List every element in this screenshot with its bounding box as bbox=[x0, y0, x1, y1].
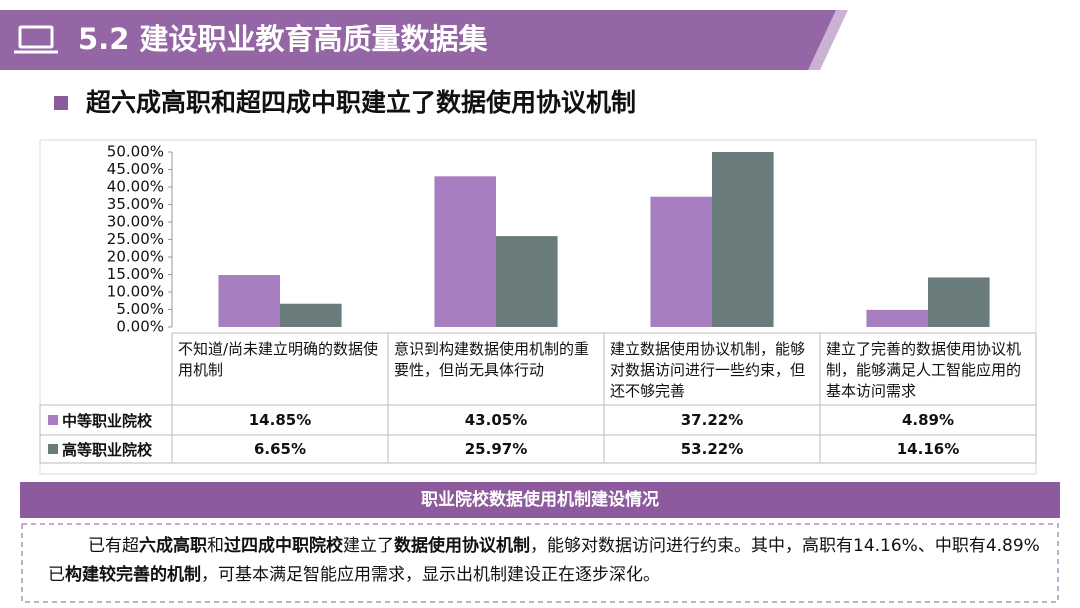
bar bbox=[434, 176, 496, 327]
text: ，可基本满足智能应用需求，显示出机制建设正在逐步深化。 bbox=[201, 565, 660, 585]
y-tick-label: 45.00% bbox=[107, 160, 164, 178]
caption-bar bbox=[20, 482, 1060, 518]
subtitle: 超六成高职和超四成中职建立了数据使用协议机制 bbox=[86, 88, 636, 117]
value-label: 14.16% bbox=[896, 440, 960, 458]
y-tick-label: 20.00% bbox=[107, 248, 164, 266]
y-tick-label: 5.00% bbox=[116, 300, 164, 318]
value-label: 6.65% bbox=[253, 440, 307, 458]
laptop-icon bbox=[14, 25, 58, 54]
bar bbox=[866, 309, 928, 327]
text: 已有超 bbox=[88, 536, 139, 556]
bar bbox=[928, 277, 990, 327]
text: 和 bbox=[207, 536, 224, 556]
y-tick-label: 25.00% bbox=[107, 230, 164, 248]
bar bbox=[280, 303, 342, 327]
text: 数据使用协议机制 bbox=[394, 536, 530, 556]
text: 建立了 bbox=[343, 536, 394, 556]
y-tick-label: 50.00% bbox=[107, 143, 164, 161]
header-title: 5.2 建设职业教育高质量数据集 bbox=[78, 22, 488, 56]
paragraph: 已有超六成高职和过四成中职院校建立了数据使用协议机制，能够对数据访问进行约束。其… bbox=[48, 532, 1048, 590]
bars bbox=[218, 152, 990, 327]
bar bbox=[496, 236, 558, 327]
y-tick-label: 35.00% bbox=[107, 195, 164, 213]
header-band bbox=[0, 10, 840, 70]
text: 六成高职 bbox=[139, 536, 207, 556]
y-tick-label: 15.00% bbox=[107, 265, 164, 283]
legend-swatch bbox=[48, 444, 58, 454]
text: 构建较完善的机制 bbox=[65, 565, 201, 585]
value-label: 43.05% bbox=[464, 411, 528, 429]
category-label: 不知道/尚未建立明确的数据使用机制 bbox=[178, 340, 379, 379]
value-label: 25.97% bbox=[464, 440, 528, 458]
y-tick-label: 10.00% bbox=[107, 283, 164, 301]
y-tick-label: 40.00% bbox=[107, 178, 164, 196]
bar bbox=[712, 152, 774, 327]
bar bbox=[218, 275, 280, 327]
chart-frame bbox=[39, 139, 1037, 475]
text: ，能够对数据访问进行约束。其中，高职有14.16%、中职有4.89%已 bbox=[48, 536, 1040, 585]
legend-label: 高等职业院校 bbox=[62, 440, 153, 459]
bar bbox=[650, 196, 712, 327]
category-label: 建立了完善的数据使用协议机制，能够满足人工智能应用的基本访问需求 bbox=[826, 340, 1022, 400]
value-label: 37.22% bbox=[680, 411, 744, 429]
value-label: 4.89% bbox=[901, 411, 955, 429]
legend-swatch bbox=[48, 415, 58, 425]
legend-entry: 中等职业院校 bbox=[40, 405, 172, 435]
category-label: 建立数据使用协议机制，能够对数据访问进行一些约束，但还不够完善 bbox=[610, 340, 806, 400]
caption: 职业院校数据使用机制建设情况 bbox=[421, 489, 659, 510]
text: 过四成中职院校 bbox=[224, 536, 343, 556]
value-label: 14.85% bbox=[248, 411, 312, 429]
y-tick-label: 30.00% bbox=[107, 213, 164, 231]
paragraph-box bbox=[21, 523, 1059, 603]
category-label: 意识到构建数据使用机制的重要性，但尚无具体行动 bbox=[394, 340, 590, 379]
bullet bbox=[54, 96, 68, 110]
legend-entry: 高等职业院校 bbox=[40, 435, 172, 463]
y-tick-label: 0.00% bbox=[116, 318, 164, 336]
legend-label: 中等职业院校 bbox=[62, 411, 153, 430]
value-label: 53.22% bbox=[680, 440, 744, 458]
header-stripe bbox=[808, 10, 848, 70]
